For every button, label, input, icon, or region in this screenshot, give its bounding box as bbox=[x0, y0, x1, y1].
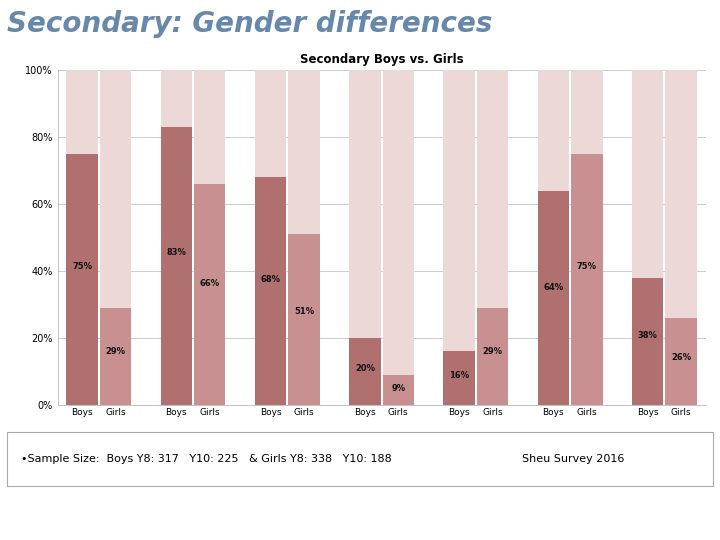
Title: Secondary Boys vs. Girls: Secondary Boys vs. Girls bbox=[300, 53, 464, 66]
Bar bbox=[194, 70, 225, 184]
Text: •Sample Size:  Boys Y8: 317   Y10: 225   & Girls Y8: 338   Y10: 188: •Sample Size: Boys Y8: 317 Y10: 225 & Gi… bbox=[22, 454, 392, 464]
Bar bbox=[477, 70, 508, 308]
Bar bbox=[632, 278, 663, 405]
Text: 29%: 29% bbox=[482, 347, 503, 356]
Text: 68%: 68% bbox=[261, 275, 281, 284]
Bar bbox=[288, 70, 320, 234]
Text: www.southwark.gov.uk: www.southwark.gov.uk bbox=[544, 497, 665, 507]
Text: Want to stay on in
FTE when they leave
school: Want to stay on in FTE when they leave s… bbox=[533, 462, 608, 482]
Text: 64%: 64% bbox=[544, 282, 564, 292]
Bar bbox=[382, 70, 414, 375]
Bar bbox=[571, 154, 603, 405]
Bar bbox=[477, 308, 508, 405]
Bar bbox=[665, 318, 697, 405]
Text: 66%: 66% bbox=[199, 279, 220, 288]
Text: 83%: 83% bbox=[166, 248, 186, 256]
Bar bbox=[665, 70, 697, 318]
Bar bbox=[161, 127, 192, 405]
Bar bbox=[288, 234, 320, 405]
FancyBboxPatch shape bbox=[7, 432, 713, 486]
Bar bbox=[538, 191, 569, 405]
Text: 20%: 20% bbox=[355, 363, 375, 373]
Bar bbox=[100, 70, 131, 308]
Text: 38%: 38% bbox=[638, 330, 657, 340]
Bar bbox=[632, 70, 663, 278]
Text: 26%: 26% bbox=[671, 353, 691, 362]
Text: 75%: 75% bbox=[577, 262, 597, 272]
Text: Sheu Survey 2016: Sheu Survey 2016 bbox=[522, 454, 625, 464]
Text: Someone has tried to
attract them in last 12
months: Someone has tried to attract them in las… bbox=[341, 462, 422, 482]
Bar bbox=[571, 70, 603, 154]
Bar bbox=[255, 70, 287, 177]
Text: 75%: 75% bbox=[72, 262, 92, 272]
Text: Enjoy physical
activities. Quite a lot
or 'a lot': Enjoy physical activities. Quite a lot o… bbox=[156, 462, 230, 482]
Bar bbox=[100, 308, 131, 405]
Bar bbox=[255, 177, 287, 405]
Bar bbox=[66, 154, 98, 405]
Text: 9%: 9% bbox=[391, 384, 405, 393]
Bar bbox=[444, 70, 475, 352]
Text: 51%: 51% bbox=[294, 307, 314, 315]
Text: At home, smoking
only happens outside: At home, smoking only happens outside bbox=[437, 462, 515, 475]
Bar bbox=[349, 70, 381, 338]
Text: Worry about exams &
tests: Worry about exams & tests bbox=[248, 462, 327, 475]
Text: Secondary: Gender differences: Secondary: Gender differences bbox=[7, 10, 492, 38]
Bar bbox=[382, 375, 414, 405]
Bar bbox=[349, 338, 381, 405]
Text: Played computer
games last night: Played computer games last night bbox=[68, 462, 130, 475]
Bar bbox=[444, 352, 475, 405]
Bar bbox=[194, 184, 225, 405]
Text: 16%: 16% bbox=[449, 371, 469, 380]
Text: SRE lessons have
helped them
understand 'consent': SRE lessons have helped them understand … bbox=[626, 462, 703, 482]
Bar bbox=[538, 70, 569, 191]
Bar bbox=[66, 70, 98, 154]
Text: 29%: 29% bbox=[106, 347, 125, 356]
Bar bbox=[161, 70, 192, 127]
